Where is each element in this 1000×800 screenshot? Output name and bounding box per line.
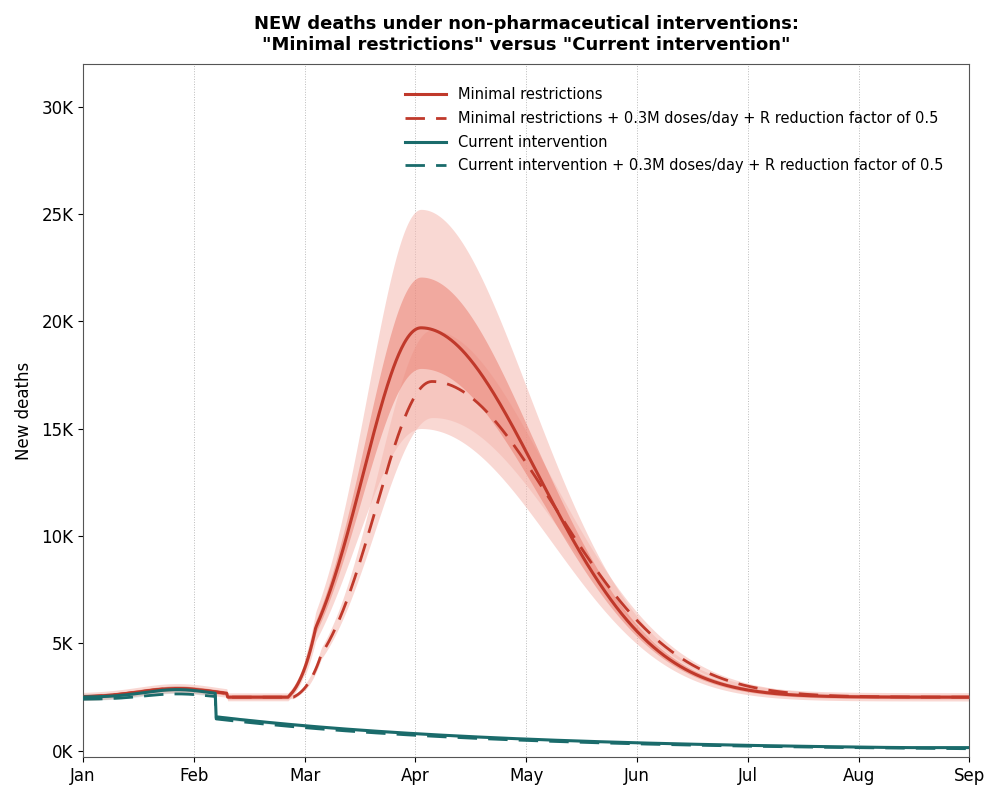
Y-axis label: New deaths: New deaths [15, 362, 33, 460]
Legend: Minimal restrictions, Minimal restrictions + 0.3M doses/day + R reduction factor: Minimal restrictions, Minimal restrictio… [399, 82, 949, 179]
Title: NEW deaths under non-pharmaceutical interventions:
"Minimal restrictions" versus: NEW deaths under non-pharmaceutical inte… [254, 15, 799, 54]
